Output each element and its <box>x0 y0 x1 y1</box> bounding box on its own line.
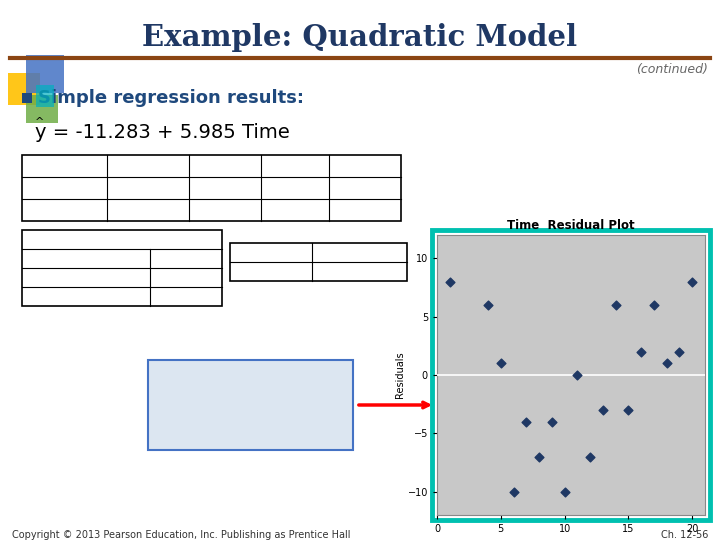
Point <box>648 301 660 309</box>
Text: Standard Error: Standard Error <box>26 292 102 301</box>
Text: Coefficients: Coefficients <box>113 161 183 171</box>
Point <box>623 406 634 414</box>
Text: t Stat: t Stat <box>279 161 312 171</box>
Text: t statistic, F statistic, and
R² are all high, but the
residuals are not random:: t statistic, F statistic, and R² are all… <box>164 381 336 429</box>
FancyBboxPatch shape <box>8 73 40 105</box>
Text: Regression Statistics: Regression Statistics <box>56 234 188 245</box>
Point <box>674 347 685 356</box>
Text: Ch. 12-56: Ch. 12-56 <box>661 530 708 540</box>
Text: R Square: R Square <box>26 253 73 264</box>
Text: 19.32819: 19.32819 <box>268 205 323 215</box>
Text: ^: ^ <box>35 117 45 127</box>
Text: P-value: P-value <box>343 161 387 171</box>
Point <box>636 347 647 356</box>
FancyBboxPatch shape <box>26 95 58 123</box>
Text: 3.46805: 3.46805 <box>204 183 246 193</box>
Text: 2.078E-10: 2.078E-10 <box>338 205 392 215</box>
Text: Example: Quadratic Model: Example: Quadratic Model <box>143 24 577 52</box>
FancyBboxPatch shape <box>22 155 401 221</box>
FancyBboxPatch shape <box>22 93 32 103</box>
FancyBboxPatch shape <box>432 230 710 520</box>
FancyBboxPatch shape <box>22 230 222 306</box>
Text: Copyright © 2013 Pearson Education, Inc. Publishing as Prentice Hall: Copyright © 2013 Pearson Education, Inc.… <box>12 530 351 540</box>
Text: -3.25332: -3.25332 <box>271 183 318 193</box>
Point <box>508 487 519 496</box>
Point <box>521 417 532 426</box>
Text: 0.30966: 0.30966 <box>204 205 246 215</box>
Title: Time  Residual Plot: Time Residual Plot <box>507 219 635 232</box>
Point <box>585 453 596 461</box>
Text: -11.28267: -11.28267 <box>121 183 175 193</box>
Point <box>559 487 570 496</box>
Point <box>597 406 608 414</box>
Text: Time: Time <box>27 205 53 215</box>
Text: y = -11.283 + 5.985 Time: y = -11.283 + 5.985 Time <box>35 124 289 143</box>
Point <box>482 301 494 309</box>
Text: F: F <box>267 247 275 258</box>
FancyBboxPatch shape <box>26 55 64 93</box>
Text: 6.15997: 6.15997 <box>171 292 218 301</box>
Point <box>534 453 545 461</box>
Text: 0.96628: 0.96628 <box>175 273 218 282</box>
Point <box>661 359 672 368</box>
FancyBboxPatch shape <box>148 360 353 450</box>
Point <box>686 278 698 286</box>
Text: Adjusted R Square: Adjusted R Square <box>26 273 122 282</box>
Point <box>546 417 557 426</box>
Text: Simple regression results:: Simple regression results: <box>38 89 304 107</box>
Text: 373.57904: 373.57904 <box>240 267 302 276</box>
Point <box>444 278 456 286</box>
FancyBboxPatch shape <box>230 243 407 281</box>
Text: 2.0778E-10: 2.0778E-10 <box>330 267 390 276</box>
Text: Standard
Error: Standard Error <box>198 156 252 177</box>
Text: 0.96888: 0.96888 <box>171 253 218 264</box>
Text: Significance F: Significance F <box>315 247 403 258</box>
Text: (continued): (continued) <box>636 64 708 77</box>
Y-axis label: Residuals: Residuals <box>395 352 405 399</box>
FancyBboxPatch shape <box>36 85 54 107</box>
Text: 0.00691: 0.00691 <box>343 183 387 193</box>
Text: 5.98520: 5.98520 <box>127 205 169 215</box>
Point <box>610 301 621 309</box>
Point <box>495 359 507 368</box>
Point <box>572 370 583 379</box>
Text: Intercept: Intercept <box>27 183 74 193</box>
